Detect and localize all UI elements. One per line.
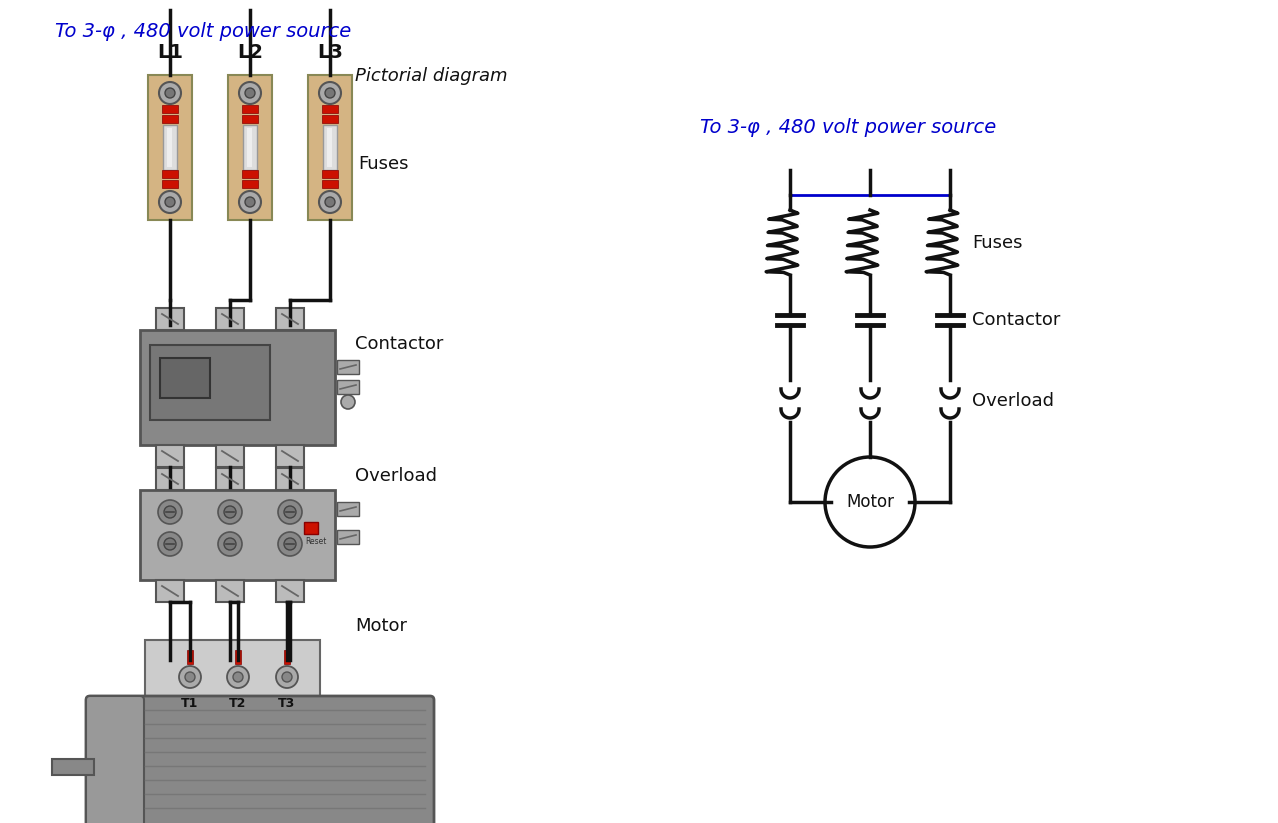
Circle shape <box>224 506 236 518</box>
Bar <box>242 115 258 123</box>
Bar <box>148 75 192 220</box>
Bar <box>156 445 184 467</box>
Circle shape <box>224 538 236 550</box>
Bar <box>242 170 258 178</box>
Text: Contactor: Contactor <box>973 311 1061 329</box>
Circle shape <box>179 666 201 688</box>
Text: T2: T2 <box>229 697 247 710</box>
Circle shape <box>185 672 196 682</box>
Text: Fuses: Fuses <box>973 234 1022 252</box>
Circle shape <box>158 500 181 524</box>
Bar <box>167 128 173 167</box>
Text: Pictorial diagram: Pictorial diagram <box>355 67 507 85</box>
Circle shape <box>239 191 261 213</box>
Bar <box>141 490 335 580</box>
Bar <box>187 650 193 664</box>
Circle shape <box>165 197 175 207</box>
Bar <box>162 170 178 178</box>
Bar <box>162 105 178 113</box>
Text: Motor: Motor <box>846 493 895 511</box>
Circle shape <box>284 538 296 550</box>
Bar <box>235 650 242 664</box>
Bar <box>141 330 335 445</box>
Bar <box>160 358 210 398</box>
Bar <box>304 522 318 534</box>
Circle shape <box>284 506 296 518</box>
Circle shape <box>158 82 181 104</box>
Circle shape <box>158 532 181 556</box>
Bar <box>52 759 95 775</box>
Text: Reset: Reset <box>305 537 326 546</box>
Bar <box>276 445 304 467</box>
Circle shape <box>219 532 242 556</box>
Bar <box>276 308 304 330</box>
Bar <box>322 170 337 178</box>
Circle shape <box>320 82 341 104</box>
FancyBboxPatch shape <box>86 696 144 823</box>
Circle shape <box>164 538 176 550</box>
Bar <box>322 115 337 123</box>
Circle shape <box>227 666 249 688</box>
Bar <box>144 640 320 700</box>
Bar <box>337 530 359 544</box>
Bar <box>156 468 184 490</box>
Bar <box>337 502 359 516</box>
Bar <box>337 360 359 374</box>
Bar <box>242 180 258 188</box>
Text: Motor: Motor <box>355 617 406 635</box>
Bar <box>322 105 337 113</box>
FancyBboxPatch shape <box>86 696 435 823</box>
Bar <box>247 128 252 167</box>
Bar <box>242 105 258 113</box>
Bar <box>308 75 351 220</box>
Circle shape <box>276 666 298 688</box>
Bar <box>284 650 290 664</box>
Text: T1: T1 <box>181 697 198 710</box>
Bar <box>162 115 178 123</box>
Circle shape <box>245 197 256 207</box>
Circle shape <box>282 672 291 682</box>
Bar <box>164 125 176 170</box>
Bar <box>216 468 244 490</box>
Text: Overload: Overload <box>973 392 1054 410</box>
Bar <box>216 445 244 467</box>
Circle shape <box>239 82 261 104</box>
Bar <box>276 468 304 490</box>
Text: L3: L3 <box>317 43 343 62</box>
Bar <box>227 75 272 220</box>
Text: Contactor: Contactor <box>355 335 443 353</box>
Circle shape <box>325 88 335 98</box>
Text: Overload: Overload <box>355 467 437 485</box>
Circle shape <box>164 506 176 518</box>
Bar <box>327 128 332 167</box>
Bar <box>322 180 337 188</box>
Circle shape <box>219 500 242 524</box>
Bar <box>150 345 270 420</box>
Text: Fuses: Fuses <box>358 155 409 173</box>
Circle shape <box>233 672 243 682</box>
Circle shape <box>320 191 341 213</box>
Bar <box>156 580 184 602</box>
Bar <box>216 580 244 602</box>
Bar <box>243 125 257 170</box>
Bar <box>156 308 184 330</box>
Bar <box>323 125 337 170</box>
Bar <box>276 580 304 602</box>
Text: L1: L1 <box>157 43 183 62</box>
Text: To 3-φ , 480 volt power source: To 3-φ , 480 volt power source <box>55 22 351 41</box>
Circle shape <box>279 500 302 524</box>
Circle shape <box>245 88 256 98</box>
Bar <box>337 380 359 394</box>
Bar <box>216 308 244 330</box>
Circle shape <box>158 191 181 213</box>
Circle shape <box>279 532 302 556</box>
Circle shape <box>165 88 175 98</box>
Text: To 3-φ , 480 volt power source: To 3-φ , 480 volt power source <box>700 118 997 137</box>
Text: T3: T3 <box>279 697 295 710</box>
Circle shape <box>325 197 335 207</box>
Bar <box>162 180 178 188</box>
Text: L2: L2 <box>236 43 263 62</box>
Circle shape <box>341 395 355 409</box>
Circle shape <box>826 457 915 547</box>
